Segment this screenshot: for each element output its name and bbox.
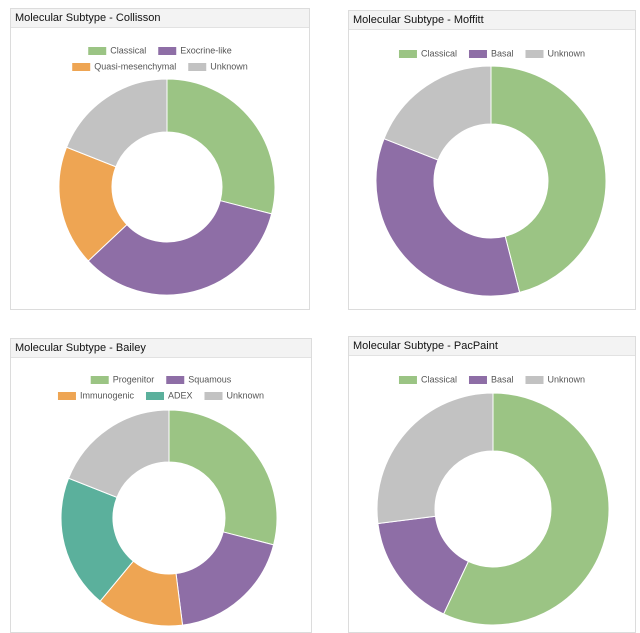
donut-segment	[383, 65, 492, 161]
donut-segment	[376, 392, 494, 525]
legend-label: Immunogenic	[80, 390, 135, 400]
legend-label: Progenitor	[113, 374, 155, 384]
legend-item: Unknown	[525, 48, 586, 58]
legend-swatch	[398, 50, 417, 58]
chart-panel: Molecular Subtype - Bailey Progenitor Squ…	[10, 338, 312, 633]
donut-segment	[67, 409, 170, 499]
legend-item: ADEX	[145, 390, 193, 400]
legend-item: Classical	[88, 45, 146, 55]
legend-swatch	[57, 392, 76, 400]
donut-segment	[65, 78, 168, 168]
legend-swatch	[166, 376, 185, 384]
chart: Classical Exocrine-like Quasi-mesenchymal U…	[58, 45, 276, 296]
chart-title: Molecular Subtype - Collisson	[11, 9, 309, 28]
legend-item: Unknown	[204, 390, 265, 400]
legend-swatch	[525, 50, 544, 58]
donut-segment	[175, 531, 275, 626]
legend-swatch	[468, 50, 487, 58]
chart: Classical Basal Unknown	[376, 374, 610, 626]
legend-swatch	[468, 376, 487, 384]
chart-panel: Molecular Subtype - PacPaint Classical Ba…	[348, 336, 636, 633]
legend-item: Classical	[398, 48, 457, 58]
legend-label: Unknown	[548, 374, 586, 384]
legend-item: Exocrine-like	[158, 45, 232, 55]
donut-segment	[490, 65, 607, 293]
donut-segment	[168, 409, 278, 546]
legend-swatch	[525, 376, 544, 384]
legend-label: Exocrine-like	[180, 45, 232, 55]
legend-label: Classical	[421, 48, 457, 58]
legend-item: Classical	[398, 374, 457, 384]
chart-title: Molecular Subtype - Moffitt	[349, 11, 635, 30]
legend-item: Unknown	[525, 374, 586, 384]
legend-label: ADEX	[168, 390, 193, 400]
legend-label: Quasi-mesenchymal	[94, 61, 176, 71]
legend-swatch	[204, 392, 223, 400]
legend-label: Basal	[491, 374, 514, 384]
legend-item: Basal	[468, 48, 514, 58]
donut-segment	[375, 138, 521, 297]
legend-swatch	[90, 376, 109, 384]
legend-item: Quasi-mesenchymal	[72, 61, 176, 71]
donut-segment	[166, 78, 276, 215]
chart-title: Molecular Subtype - Bailey	[11, 339, 311, 358]
legend-label: Squamous	[188, 374, 232, 384]
legend-item: Progenitor	[90, 374, 155, 384]
donut-segment	[87, 200, 273, 296]
chart-panel: Molecular Subtype - Moffitt Classical Bas…	[348, 10, 636, 310]
legend-label: Unknown	[227, 390, 265, 400]
chart-panel: Molecular Subtype - Collisson Classical E…	[10, 8, 310, 310]
legend-swatch	[188, 63, 207, 71]
legend-label: Unknown	[548, 48, 586, 58]
chart-title: Molecular Subtype - PacPaint	[349, 337, 635, 356]
legend-swatch	[88, 47, 107, 55]
donut-segment	[442, 392, 610, 626]
legend-label: Unknown	[210, 61, 248, 71]
legend-swatch	[158, 47, 177, 55]
legend-label: Classical	[421, 374, 457, 384]
legend-item: Basal	[468, 374, 514, 384]
chart: Progenitor Squamous Immunogenic ADEX Unknown	[57, 374, 278, 627]
legend-label: Classical	[110, 45, 146, 55]
legend-item: Immunogenic	[57, 390, 135, 400]
legend-swatch	[145, 392, 164, 400]
chart: Classical Basal Unknown	[375, 48, 607, 297]
legend-label: Basal	[491, 48, 514, 58]
legend-swatch	[398, 376, 417, 384]
legend-swatch	[72, 63, 91, 71]
legend-item: Squamous	[166, 374, 232, 384]
legend-item: Unknown	[188, 61, 248, 71]
